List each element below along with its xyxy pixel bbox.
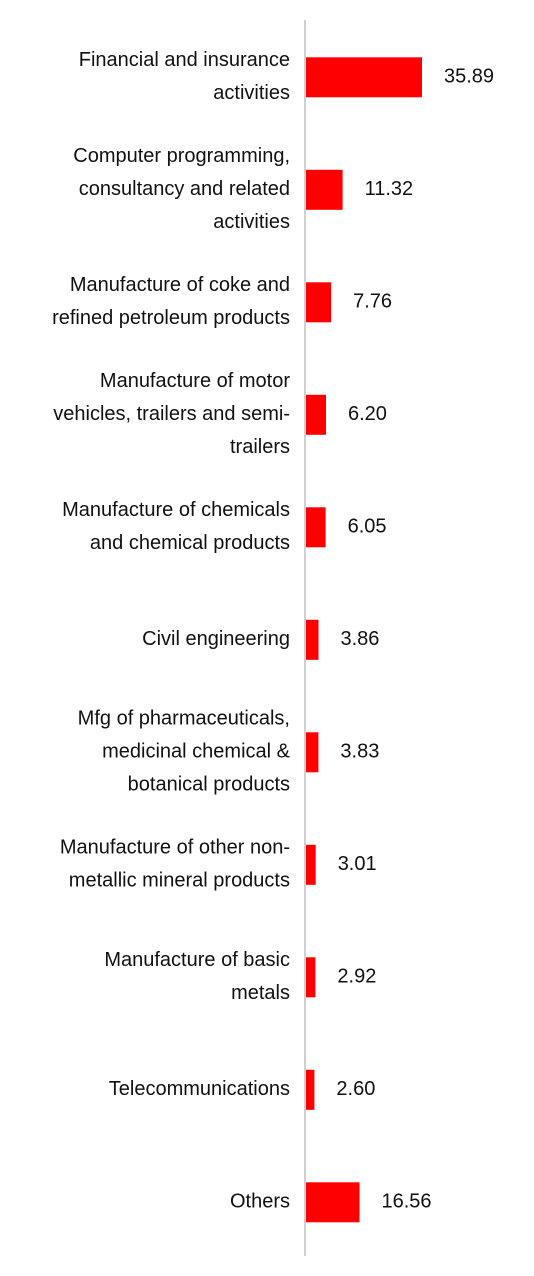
category-label-line: Manufacture of basic	[104, 949, 290, 971]
category-label: Telecommunications	[109, 1078, 290, 1100]
category-label-line: Computer programming,	[73, 145, 290, 167]
bar	[306, 282, 332, 323]
bar-value-label: 11.32	[365, 178, 414, 200]
bar-value-label: 35.89	[444, 66, 494, 88]
category-label: Mfg of pharmaceuticals, medicinal chemica…	[78, 708, 291, 796]
category-label-line: metallic mineral products	[69, 870, 290, 892]
category-label: Civil engineering	[142, 628, 290, 650]
category-label: Manufacture of motor vehicles, trailers a…	[53, 370, 290, 458]
category-label-line: medicinal chemical &	[102, 741, 291, 763]
category-label: Others	[230, 1191, 290, 1213]
category-label: Manufacture of basic metals	[104, 949, 290, 1004]
category-label-line: Financial and insurance	[79, 49, 290, 71]
category-label: Financial and insurance activities	[79, 49, 290, 104]
bar-value-label: 6.20	[348, 403, 387, 425]
category-label: Manufacture of chemicals and chemical pro…	[62, 499, 290, 554]
category-label-line: consultancy and related	[79, 178, 290, 200]
category-label-line: Civil engineering	[142, 628, 290, 650]
bar-value-label: 16.56	[382, 1191, 432, 1213]
bar-value-label: 3.86	[341, 628, 380, 650]
category-label-line: Manufacture of chemicals	[62, 499, 290, 521]
bar	[306, 394, 326, 435]
bar-value-label: 3.83	[340, 741, 379, 763]
bar	[306, 1182, 360, 1223]
bar-value-label: 7.76	[353, 291, 392, 313]
bar-value-label: 2.60	[336, 1078, 375, 1100]
bar-value-label: 2.92	[337, 966, 376, 988]
bar	[306, 57, 422, 98]
category-label: Computer programming, consultancy and rel…	[73, 145, 290, 233]
category-label: Manufacture of other non-metallic minera…	[60, 837, 290, 892]
category-label-line: metals	[231, 982, 290, 1004]
category-label-line: activities	[213, 211, 290, 233]
bar	[306, 957, 316, 998]
category-label-line: Others	[230, 1191, 290, 1213]
category-label-line: Manufacture of other non-	[60, 837, 290, 859]
bar-value-label: 3.01	[338, 853, 377, 875]
bar	[306, 169, 343, 210]
category-label-line: Manufacture of motor	[100, 370, 290, 392]
value-labels: 35.89 11.32 7.76 6.20 6.05 3.86 3.83 3.01 2.92 2.…	[336, 66, 494, 1213]
category-label-line: activities	[213, 82, 290, 104]
bar-value-label: 6.05	[348, 516, 387, 538]
category-label-line: Manufacture of coke and	[70, 274, 290, 296]
category-label-line: refined petroleum products	[52, 307, 290, 329]
category-label-line: Telecommunications	[109, 1078, 290, 1100]
category-labels: Financial and insuranceactivitiesCompute…	[52, 49, 291, 1213]
bar	[306, 844, 316, 885]
bar	[306, 732, 319, 773]
category-label-line: Mfg of pharmaceuticals,	[78, 708, 290, 730]
category-label-line: vehicles, trailers and semi-	[53, 403, 290, 425]
bar	[306, 619, 319, 660]
bars	[306, 57, 422, 1223]
category-label-line: trailers	[230, 436, 290, 458]
bar	[306, 507, 326, 548]
category-label-line: and chemical products	[90, 532, 290, 554]
category-label: Manufacture of coke and refined petroleum…	[52, 274, 290, 329]
bar	[306, 1069, 315, 1110]
category-label-line: botanical products	[128, 774, 290, 796]
